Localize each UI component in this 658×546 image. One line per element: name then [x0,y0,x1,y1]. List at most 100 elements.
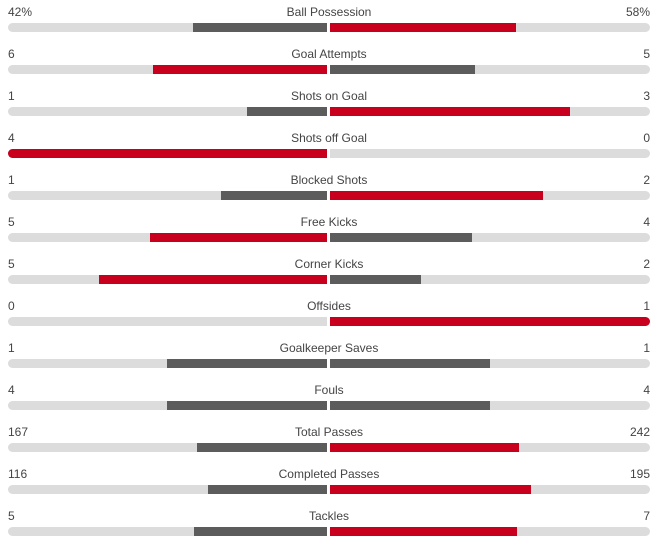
away-value: 4 [643,382,650,398]
away-bar-fill [330,23,516,32]
stat-name: Tackles [8,508,650,524]
away-bar-track [330,317,650,326]
stat-name: Total Passes [8,424,650,440]
stat-name: Fouls [8,382,650,398]
away-value: 195 [630,466,650,482]
stat-label-line: 42% Ball Possession 58% [8,4,650,20]
away-bar-track [330,149,650,158]
home-bar-track [8,65,327,74]
home-bar-fill [153,65,327,74]
stat-row: 6 Goal Attempts 5 [0,42,658,84]
stat-row: 42% Ball Possession 58% [0,0,658,42]
stat-label-line: 116 Completed Passes 195 [8,466,650,482]
home-bar-track [8,233,327,242]
home-bar-fill [167,401,327,410]
away-value: 1 [643,340,650,356]
stat-name: Shots on Goal [8,88,650,104]
stat-label-line: 5 Tackles 7 [8,508,650,524]
home-bar-track [8,23,327,32]
stat-name: Ball Possession [8,4,650,20]
home-bar-track [8,317,327,326]
away-bar-fill [330,485,531,494]
home-bar-track [8,401,327,410]
stat-name: Corner Kicks [8,256,650,272]
home-bar-track [8,443,327,452]
home-bar-fill [208,485,327,494]
away-bar-track [330,191,650,200]
home-bar-track [8,275,327,284]
away-bar-fill [330,401,490,410]
home-bar-fill [150,233,327,242]
home-bar-track [8,359,327,368]
away-bar-track [330,23,650,32]
home-bar-track [8,485,327,494]
away-value: 2 [643,172,650,188]
stat-label-line: 4 Shots off Goal 0 [8,130,650,146]
stat-row: 1 Goalkeeper Saves 1 [0,336,658,378]
away-bar-fill [330,317,650,326]
stat-row: 1 Shots on Goal 3 [0,84,658,126]
away-value: 7 [643,508,650,524]
away-bar-fill [330,233,472,242]
away-bar-track [330,359,650,368]
stat-label-line: 6 Goal Attempts 5 [8,46,650,62]
away-value: 58% [626,4,650,20]
away-value: 2 [643,256,650,272]
stat-label-line: 1 Shots on Goal 3 [8,88,650,104]
stat-label-line: 167 Total Passes 242 [8,424,650,440]
home-bar-fill [247,107,327,116]
away-bar-track [330,527,650,536]
away-bar-track [330,233,650,242]
home-bar-fill [221,191,327,200]
away-bar-track [330,401,650,410]
stat-row: 167 Total Passes 242 [0,420,658,462]
stat-name: Completed Passes [8,466,650,482]
home-bar-track [8,149,327,158]
stat-row: 116 Completed Passes 195 [0,462,658,504]
away-bar-fill [330,359,490,368]
home-bar-fill [197,443,327,452]
away-value: 1 [643,298,650,314]
home-bar-fill [99,275,327,284]
away-bar-track [330,443,650,452]
home-bar-fill [8,149,327,158]
stat-name: Goal Attempts [8,46,650,62]
stat-label-line: 5 Free Kicks 4 [8,214,650,230]
away-value: 4 [643,214,650,230]
away-bar-fill [330,191,543,200]
away-value: 242 [630,424,650,440]
home-bar-track [8,191,327,200]
stat-row: 4 Fouls 4 [0,378,658,420]
home-bar-fill [193,23,327,32]
stat-row: 4 Shots off Goal 0 [0,126,658,168]
stat-label-line: 0 Offsides 1 [8,298,650,314]
away-value: 5 [643,46,650,62]
stat-label-line: 1 Goalkeeper Saves 1 [8,340,650,356]
stat-row: 5 Free Kicks 4 [0,210,658,252]
stat-row: 5 Corner Kicks 2 [0,252,658,294]
stat-row: 0 Offsides 1 [0,294,658,336]
stat-name: Shots off Goal [8,130,650,146]
away-bar-track [330,107,650,116]
away-bar-fill [330,275,421,284]
stat-label-line: 5 Corner Kicks 2 [8,256,650,272]
stat-row: 5 Tackles 7 [0,504,658,546]
away-value: 3 [643,88,650,104]
stat-label-line: 1 Blocked Shots 2 [8,172,650,188]
stat-name: Offsides [8,298,650,314]
away-bar-fill [330,65,475,74]
home-bar-fill [194,527,327,536]
away-value: 0 [643,130,650,146]
away-bar-fill [330,107,570,116]
away-bar-track [330,485,650,494]
stat-row: 1 Blocked Shots 2 [0,168,658,210]
stat-name: Free Kicks [8,214,650,230]
home-bar-fill [167,359,327,368]
stat-name: Goalkeeper Saves [8,340,650,356]
home-bar-track [8,107,327,116]
home-bar-track [8,527,327,536]
away-bar-track [330,275,650,284]
away-bar-track [330,65,650,74]
stat-name: Blocked Shots [8,172,650,188]
